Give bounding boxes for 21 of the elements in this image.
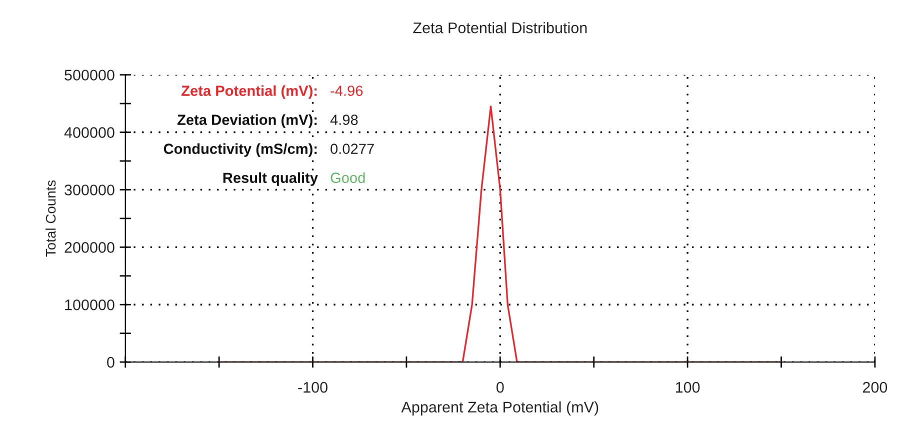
x-tick-label: 200 — [862, 382, 888, 393]
x-tick-label: -100 — [298, 382, 328, 393]
y-tick-label: 0 — [107, 356, 114, 368]
x-tick-label: 0 — [496, 382, 504, 393]
annotation: 4.98 — [330, 114, 358, 125]
y-tick-label: 400000 — [64, 127, 114, 138]
annotation: Result quality — [223, 172, 318, 186]
x-tick-label: 100 — [676, 382, 700, 393]
y-tick-label: 200000 — [64, 242, 114, 253]
annotation: -4.96 — [330, 86, 363, 96]
chart-title: Zeta Potential Distribution — [413, 22, 587, 34]
annotation: 0.0277 — [330, 144, 374, 154]
annotation: Good — [330, 172, 365, 184]
annotation: Zeta Deviation (mV): — [177, 114, 317, 128]
x-axis-title: Apparent Zeta Potential (mV) — [401, 401, 598, 416]
y-tick-label: 100000 — [65, 299, 114, 310]
y-tick-label: 500000 — [64, 70, 114, 81]
y-tick-label: 300000 — [64, 184, 114, 196]
annotation: Conductivity (mS/cm): — [164, 143, 317, 157]
annotation: Zeta Potential (mV): — [182, 85, 317, 99]
y-axis-title: Total Counts — [45, 180, 56, 257]
